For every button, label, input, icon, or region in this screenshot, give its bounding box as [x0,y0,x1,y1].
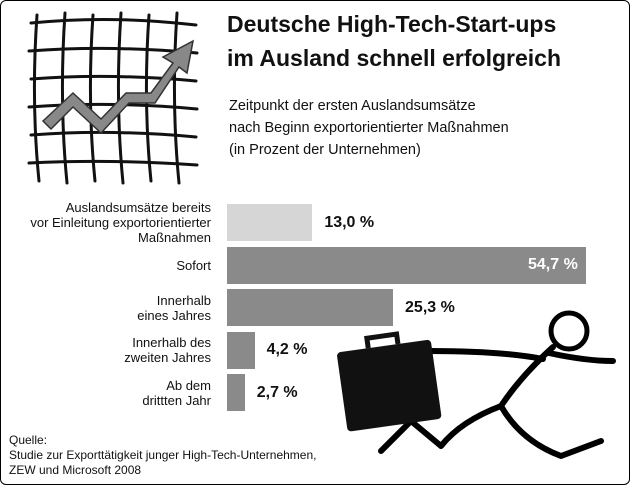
chart-subtitle: Zeitpunkt der ersten Auslandsumsätze nac… [229,98,509,158]
source-label: Quelle: [9,433,48,447]
category-label: Innerhalb des zweiten Jahres [124,335,211,366]
category-label: Ab dem drittten Jahr [142,377,211,408]
grid-illustration [27,11,199,185]
bar [227,204,313,241]
bar [227,246,586,284]
chart-title: Deutsche High-Tech-Start-ups im Ausland … [227,11,562,71]
bar [227,289,394,327]
runner-illustration [378,310,616,459]
trend-arrow [41,39,195,135]
value-label: 54,7 % [528,256,578,274]
bar [227,331,255,369]
source: Studie zur Exporttätigkeit junger High-T… [9,448,317,477]
category-label: Innerhalb eines Jahres [137,292,211,323]
value-label: 4,2 % [266,341,308,359]
value-label: 25,3 % [405,298,455,316]
category-label: Sofort [176,257,211,273]
value-label: 2,7 % [256,383,298,401]
category-label: Auslandsumsätze bereits vor Einleitung e… [30,200,211,245]
briefcase [337,331,442,432]
value-label: 13,0 % [324,213,375,231]
bar [227,374,245,412]
